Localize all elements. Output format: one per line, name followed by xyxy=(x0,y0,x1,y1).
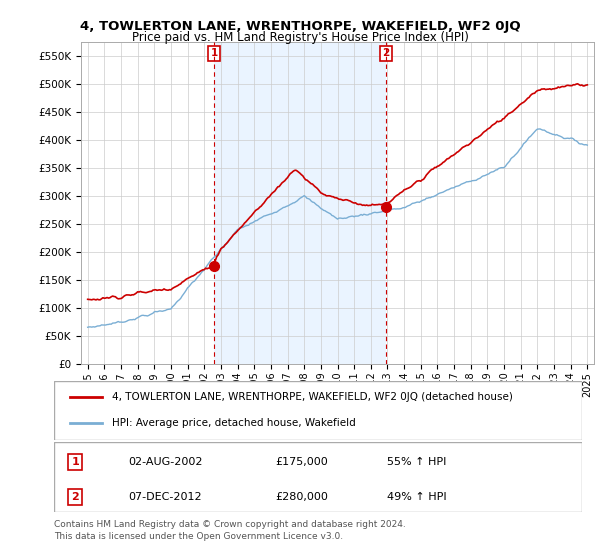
Text: HPI: Average price, detached house, Wakefield: HPI: Average price, detached house, Wake… xyxy=(112,418,356,428)
Text: Price paid vs. HM Land Registry's House Price Index (HPI): Price paid vs. HM Land Registry's House … xyxy=(131,31,469,44)
Bar xyxy=(214,42,386,364)
Text: 07-DEC-2012: 07-DEC-2012 xyxy=(128,492,202,502)
Text: This data is licensed under the Open Government Licence v3.0.: This data is licensed under the Open Gov… xyxy=(54,532,343,541)
Text: 4, TOWLERTON LANE, WRENTHORPE, WAKEFIELD, WF2 0JQ (detached house): 4, TOWLERTON LANE, WRENTHORPE, WAKEFIELD… xyxy=(112,392,513,402)
Text: Contains HM Land Registry data © Crown copyright and database right 2024.: Contains HM Land Registry data © Crown c… xyxy=(54,520,406,529)
Text: 49% ↑ HPI: 49% ↑ HPI xyxy=(386,492,446,502)
FancyBboxPatch shape xyxy=(54,442,582,512)
Text: 02-AUG-2002: 02-AUG-2002 xyxy=(128,457,202,467)
FancyBboxPatch shape xyxy=(54,381,582,440)
Text: 2: 2 xyxy=(382,48,390,58)
Text: £175,000: £175,000 xyxy=(276,457,329,467)
Text: 55% ↑ HPI: 55% ↑ HPI xyxy=(386,457,446,467)
Text: 2: 2 xyxy=(71,492,79,502)
Text: 1: 1 xyxy=(71,457,79,467)
Text: 4, TOWLERTON LANE, WRENTHORPE, WAKEFIELD, WF2 0JQ: 4, TOWLERTON LANE, WRENTHORPE, WAKEFIELD… xyxy=(80,20,520,32)
Text: 1: 1 xyxy=(211,48,218,58)
Text: £280,000: £280,000 xyxy=(276,492,329,502)
